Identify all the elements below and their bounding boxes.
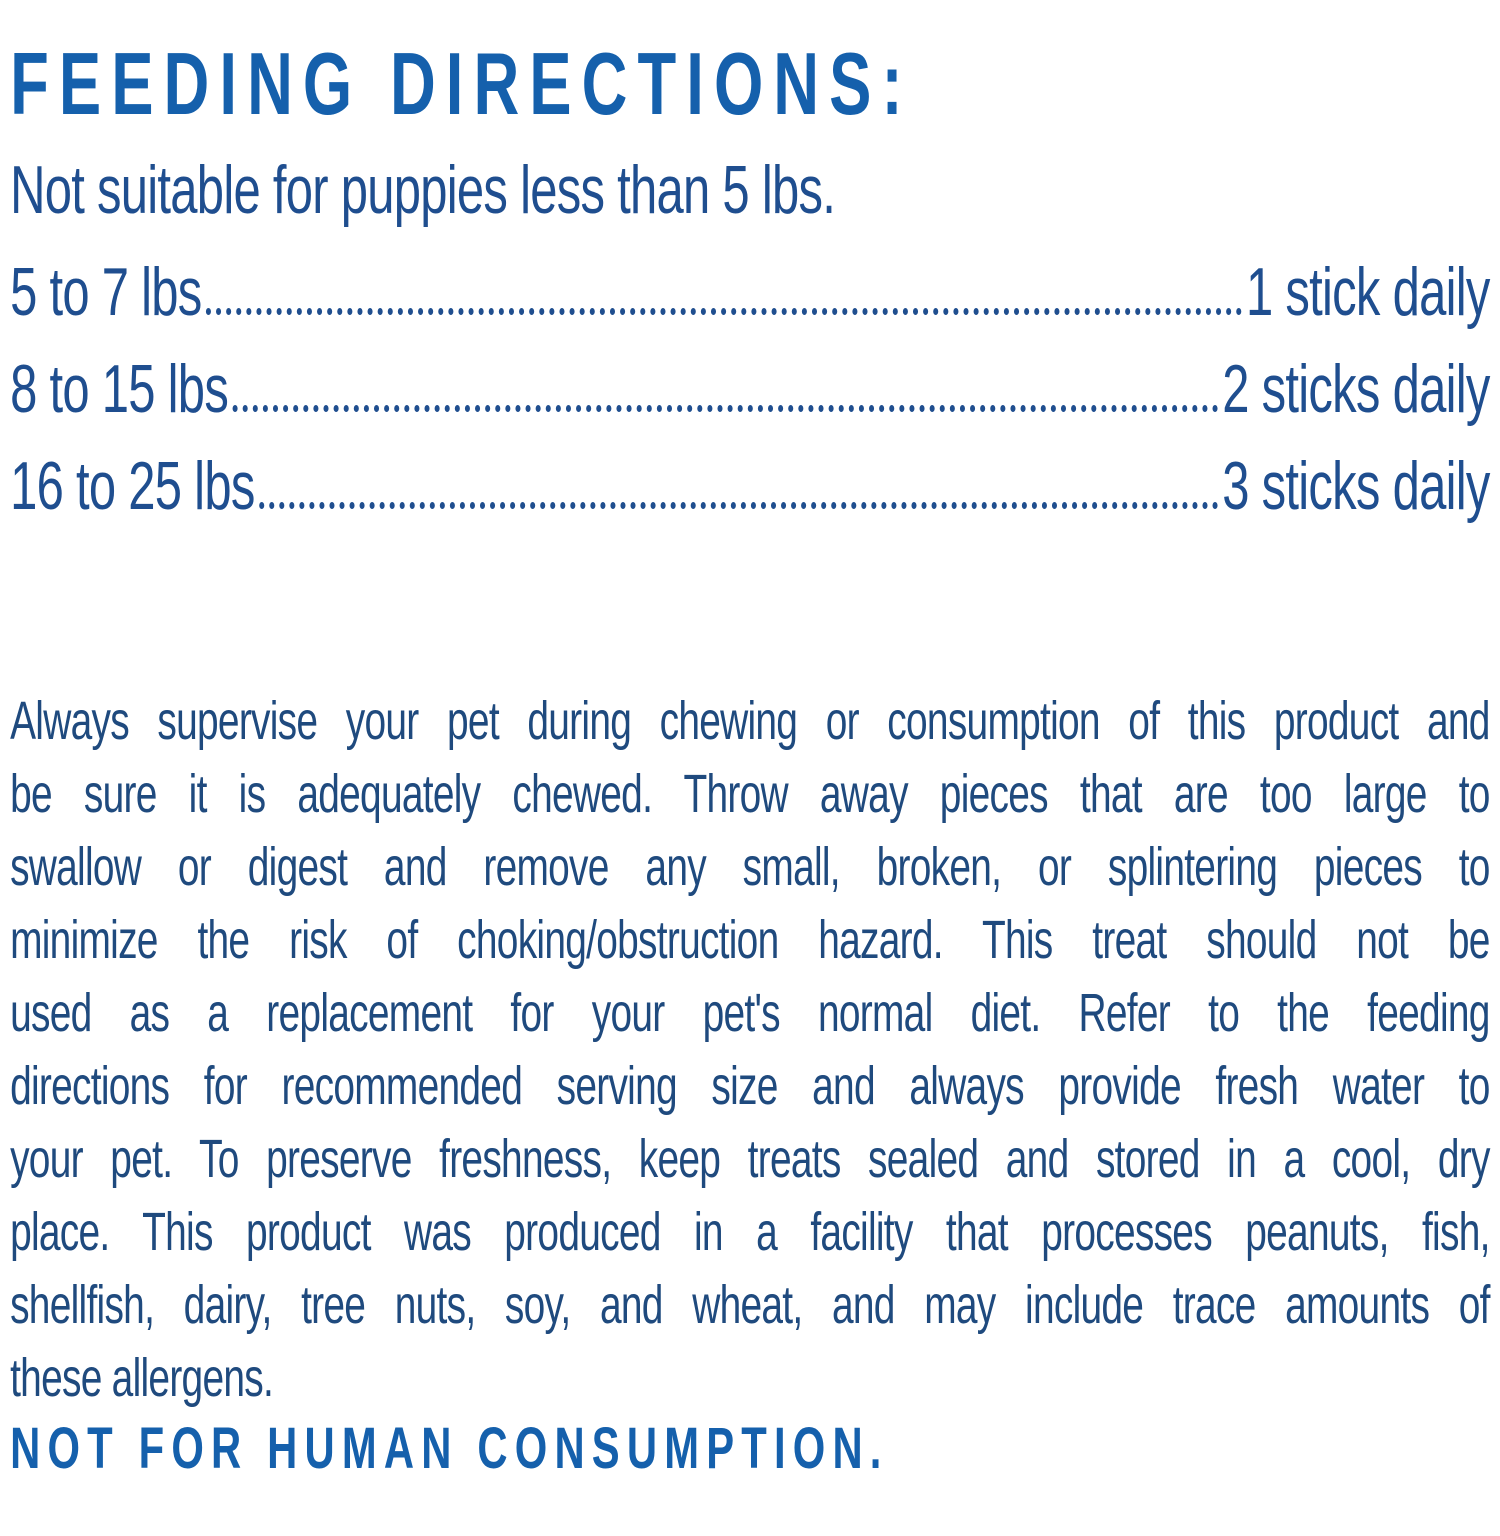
- paragraph-line: minimize the risk of choking/obstruction…: [10, 909, 1490, 970]
- paragraph-line: place. This product was produced in a fa…: [10, 1201, 1490, 1262]
- paragraph-line: swallow or digest and remove any small, …: [10, 836, 1490, 897]
- suitability-note: Not suitable for puppies less than 5 lbs…: [10, 151, 836, 228]
- weight-range: 8 to 15 lbs: [10, 350, 229, 427]
- serving-amount: 1 stick daily: [1245, 253, 1490, 330]
- paragraph-line: shellfish, dairy, tree nuts, soy, and wh…: [10, 1274, 1490, 1335]
- paragraph-line: be sure it is adequately chewed. Throw a…: [10, 763, 1490, 824]
- serving-amount: 3 sticks daily: [1222, 447, 1490, 524]
- feeding-table-row: 16 to 25 lbs 3 sticks daily: [10, 438, 1490, 535]
- not-for-human-consumption-warning: NOT FOR HUMAN CONSUMPTION.: [10, 1415, 889, 1481]
- feeding-table-row: 8 to 15 lbs 2 sticks daily: [10, 341, 1490, 438]
- page-title: FEEDING DIRECTIONS:: [10, 34, 913, 133]
- caution-paragraph: Always supervise your pet during chewing…: [10, 685, 1490, 1415]
- label-panel: FEEDING DIRECTIONS: Not suitable for pup…: [0, 34, 1500, 1481]
- dotted-leader: [205, 307, 1242, 315]
- feeding-table-row: 5 to 7 lbs 1 stick daily: [10, 244, 1490, 341]
- paragraph-line: directions for recommended serving size …: [10, 1055, 1490, 1116]
- dotted-leader: [232, 404, 1218, 412]
- weight-range: 16 to 25 lbs: [10, 447, 255, 524]
- paragraph-line: these allergens.: [10, 1347, 274, 1408]
- weight-range: 5 to 7 lbs: [10, 253, 202, 330]
- serving-amount: 2 sticks daily: [1222, 350, 1490, 427]
- dotted-leader: [258, 501, 1218, 509]
- feeding-table: 5 to 7 lbs 1 stick daily 8 to 15 lbs 2 s…: [10, 244, 1490, 535]
- paragraph-line: Always supervise your pet during chewing…: [10, 690, 1490, 751]
- paragraph-line: used as a replacement for your pet's nor…: [10, 982, 1490, 1043]
- paragraph-line: your pet. To preserve freshness, keep tr…: [10, 1128, 1490, 1189]
